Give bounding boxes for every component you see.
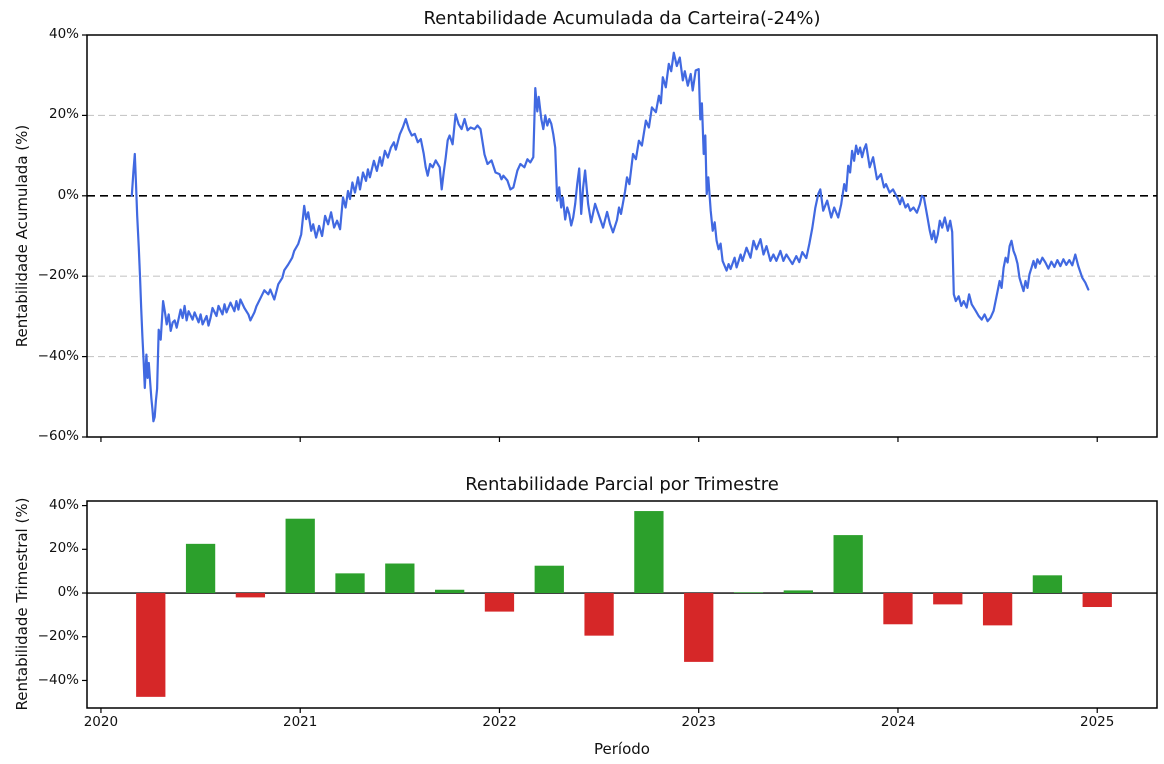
y-tick-label: −60%: [37, 428, 79, 444]
positive-quarter-bar: [385, 563, 415, 594]
negative-quarter-bar: [982, 593, 1013, 626]
y-tick-label: 20%: [48, 106, 79, 123]
negative-quarter-bar: [883, 593, 913, 625]
y-tick-label: −20%: [37, 267, 79, 284]
x-tick-label: 2020: [83, 714, 119, 730]
negative-quarter-bar: [684, 593, 714, 662]
x-tick-label: 2021: [283, 714, 318, 730]
y-tick-label: −40%: [37, 347, 79, 364]
x-tick-label: 2023: [681, 714, 716, 730]
negative-quarter-bar: [1082, 593, 1112, 608]
cumulative-chart-ylabel: Rentabilidade Acumulada (%): [13, 124, 31, 348]
y-tick-label: −20%: [37, 627, 79, 644]
cumulative-return-line: [130, 51, 1090, 423]
negative-quarter-bar: [235, 593, 266, 598]
positive-quarter-bar: [534, 565, 564, 594]
negative-quarter-bar: [933, 593, 963, 605]
positive-quarter-bar: [733, 592, 764, 594]
positive-quarter-bar: [833, 535, 863, 594]
quarterly-chart-title: Rentabilidade Parcial por Trimestre: [465, 474, 779, 495]
negative-quarter-bar: [584, 593, 614, 636]
positive-quarter-bar: [185, 543, 216, 594]
y-tick-label: 0%: [57, 584, 79, 600]
x-axis-label-periodo: Período: [594, 740, 650, 758]
x-tick-label: 2025: [1080, 714, 1115, 730]
y-tick-label: 20%: [48, 540, 79, 557]
positive-quarter-bar: [1032, 575, 1063, 594]
cumulative-chart-title: Rentabilidade Acumulada da Carteira(-24%…: [423, 8, 821, 29]
positive-quarter-bar: [783, 590, 813, 594]
y-tick-label: 40%: [48, 26, 79, 42]
axes-spines: [86, 34, 1158, 438]
x-tick-label: 2024: [880, 714, 916, 730]
y-tick-label: 0%: [57, 186, 79, 203]
y-tick-label: −40%: [37, 671, 79, 688]
negative-quarter-bar: [136, 593, 166, 697]
positive-quarter-bar: [335, 573, 365, 594]
positive-quarter-bar: [634, 511, 664, 594]
positive-quarter-bar: [285, 518, 315, 594]
negative-quarter-bar: [484, 593, 515, 612]
positive-quarter-bar: [434, 589, 465, 594]
y-tick-label: 40%: [48, 496, 79, 513]
axes-spines: [86, 500, 1158, 709]
x-tick-label: 2022: [482, 714, 517, 730]
